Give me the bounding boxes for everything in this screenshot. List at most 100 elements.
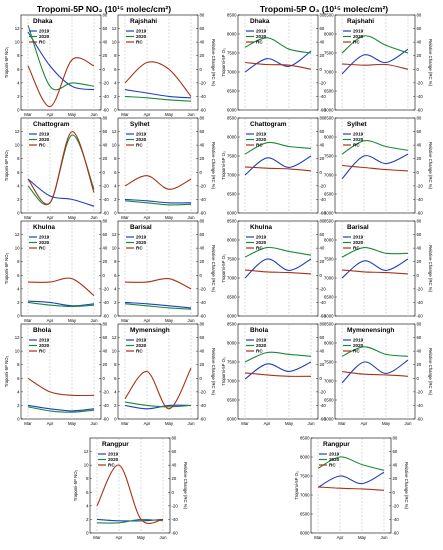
y-tick-label: 6000	[227, 211, 237, 216]
legend-label-rc: RC	[353, 246, 360, 251]
y2-tick-label: 0	[320, 170, 323, 175]
y-axis-label: Tropomi-5P O₃	[294, 471, 299, 500]
y2-tick-label: 60	[393, 449, 398, 454]
series-2019-line	[124, 89, 192, 99]
series-rc-line	[341, 63, 409, 70]
series-2020-line	[244, 351, 312, 363]
y-tick-label: 12	[112, 129, 117, 134]
y2-tick-label: -60	[172, 531, 179, 536]
y2-tick-label: -40	[103, 197, 110, 202]
series-rc-line	[341, 164, 409, 172]
y2-tick-label: -60	[417, 211, 424, 216]
panel-city-label: Chattogram	[33, 121, 70, 128]
y-tick-label: 6500	[324, 295, 334, 300]
y2-tick-label: 40	[417, 40, 422, 45]
series-2020-line	[341, 247, 409, 258]
legend-label-2020: 2020	[353, 34, 364, 39]
y-tick-label: 6000	[324, 108, 334, 113]
y2-tick-label: -20	[393, 503, 400, 508]
y-tick-label: 12	[112, 26, 117, 31]
y-tick-label: 2	[86, 517, 89, 522]
y-tick-label: 7500	[227, 360, 237, 365]
panel-frame	[117, 220, 199, 317]
y2-tick-label: -40	[103, 300, 110, 305]
y2-tick-label: -20	[320, 183, 327, 188]
y-tick-label: 6	[114, 273, 117, 278]
y2-tick-label: 40	[417, 349, 422, 354]
series-rc-line	[244, 372, 312, 377]
x-tick-label: Jun	[405, 421, 413, 426]
y2-tick-label: -60	[103, 417, 110, 422]
y2-tick-label: -20	[172, 503, 179, 508]
series-2019-line	[27, 178, 95, 207]
y2-tick-label: -40	[200, 300, 207, 305]
y-tick-label: 6	[17, 376, 20, 381]
legend-label-2020: 2020	[136, 137, 147, 142]
y2-tick-label: -20	[417, 80, 424, 85]
series-rc-line	[27, 57, 95, 108]
y2-tick-label: 60	[103, 26, 108, 31]
series-2019-line	[244, 155, 312, 176]
x-tick-label: Jun	[91, 318, 99, 323]
series-2020-line	[27, 25, 95, 91]
x-tick-label: Apr	[144, 112, 151, 117]
y-tick-label: 7500	[324, 257, 334, 262]
legend-label-2020: 2020	[329, 457, 340, 462]
x-tick-label: Mar	[24, 215, 32, 220]
x-tick-label: May	[68, 112, 77, 117]
series-2019-line	[124, 301, 192, 309]
y-tick-label: 7000	[324, 70, 334, 75]
series-2019-line	[124, 404, 192, 410]
y2-tick-label: -40	[417, 403, 424, 408]
y-tick-label: 0	[17, 108, 20, 113]
y-axis-label: Tropomi-5P NO₂	[4, 355, 9, 387]
x-tick-label: Jun	[188, 112, 196, 117]
y-tick-label: 6500	[324, 89, 334, 94]
y-tick-label: 7500	[227, 257, 237, 262]
legend-label-2020: 2020	[353, 240, 364, 245]
y-tick-label: 8000	[324, 238, 334, 243]
y-tick-label: 0	[17, 314, 20, 319]
y2-tick-label: 40	[103, 246, 108, 251]
y-tick-label: 10	[112, 246, 117, 251]
x-tick-label: May	[165, 421, 174, 426]
y2-axis-label: Relative Change (RC %)	[211, 142, 216, 190]
panel-city-label: Rangpur	[323, 441, 350, 448]
y2-tick-label: 60	[200, 335, 205, 340]
y2-tick-label: 80	[200, 322, 205, 327]
y2-tick-label: 40	[320, 349, 325, 354]
no2-figure-title: Tropomi-5P NO₂ (10¹⁵ molec/cm²)	[37, 4, 171, 14]
y2-tick-label: 40	[103, 143, 108, 148]
y-tick-label: 8500	[324, 219, 334, 224]
y-tick-label: 4	[17, 286, 20, 291]
y-tick-label: 6	[114, 67, 117, 72]
legend-label-2020: 2020	[256, 34, 267, 39]
y2-tick-label: 0	[320, 273, 323, 278]
y-tick-label: 8500	[324, 322, 334, 327]
legend-label-rc: RC	[136, 143, 143, 148]
y-tick-label: 7500	[324, 51, 334, 56]
y2-tick-label: 80	[103, 219, 108, 224]
panel-city-label: Barisal	[130, 224, 152, 231]
y-tick-label: 8000	[227, 341, 237, 346]
y-tick-label: 8000	[324, 341, 334, 346]
y2-axis-label: Relative Change (RC %)	[211, 39, 216, 87]
series-2020-line	[244, 37, 312, 54]
y-tick-label: 0	[114, 314, 117, 319]
y2-axis-label: Relative Change (RC %)	[428, 348, 433, 396]
series-rc-line	[124, 367, 192, 410]
y-tick-label: 4	[114, 80, 117, 85]
y-tick-label: 10	[15, 349, 20, 354]
y2-tick-label: 40	[320, 143, 325, 148]
legend-label-2020: 2020	[353, 137, 364, 142]
series-rc-line	[27, 377, 95, 397]
y2-tick-label: 40	[320, 40, 325, 45]
legend-label-2020: 2020	[353, 343, 364, 348]
y2-tick-label: 80	[103, 322, 108, 327]
y2-tick-label: -60	[320, 417, 327, 422]
y-tick-label: 12	[15, 129, 20, 134]
y-tick-label: 7000	[324, 276, 334, 281]
y2-tick-label: 80	[320, 13, 325, 18]
y-tick-label: 4	[17, 80, 20, 85]
y2-tick-label: 0	[200, 376, 203, 381]
